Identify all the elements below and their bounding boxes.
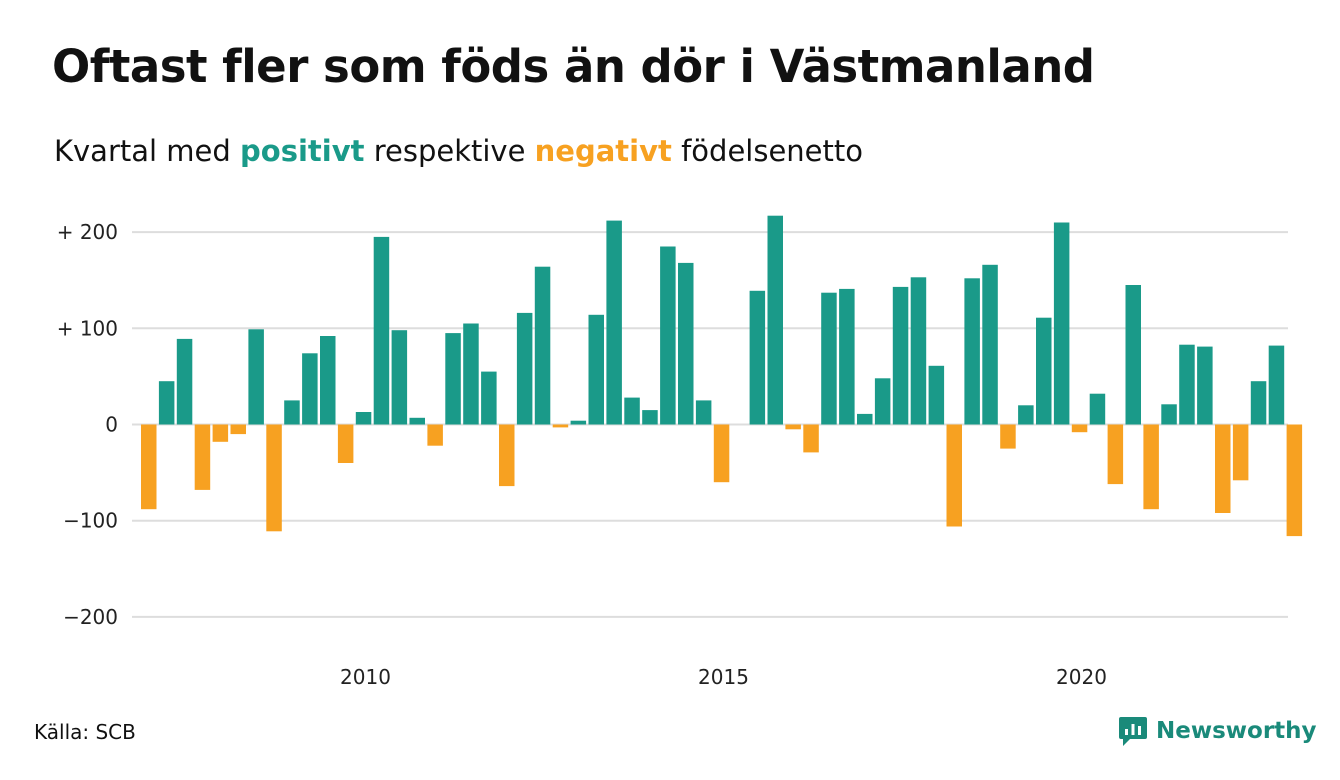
bar-positive [982,264,998,425]
bar-positive [642,410,658,425]
bar-positive [320,336,336,425]
bar-negative [552,424,569,428]
bar-positive [516,312,533,425]
bar-positive [857,413,873,425]
subtitle-positive-label: positivt [240,134,365,168]
bar-positive [1268,345,1285,425]
bar-negative [713,424,730,483]
y-tick-label: 0 [105,413,118,437]
bar-positive [695,400,712,425]
bar-negative [266,424,282,532]
bar-positive [1018,405,1034,425]
bar-positive [158,381,175,425]
bar-positive [821,292,837,425]
y-tick-label: + 200 [57,220,118,244]
bar-positive [176,338,193,425]
bar-positive [606,220,622,425]
bar-positive [481,371,497,425]
bar-negative [1071,424,1088,433]
bars [141,215,1303,537]
bar-negative [212,424,229,442]
bar-negative [1107,424,1124,485]
chart-subtitle: Kvartal med positivt respektive negativt… [54,134,863,168]
bar-negative [499,424,515,487]
bar-positive [588,314,604,425]
newsworthy-logo-icon [1119,717,1147,746]
chart-title: Oftast fler som föds än dör i Västmanlan… [52,40,1095,93]
bar-positive [1036,317,1052,425]
bar-positive [964,278,980,425]
x-tick-label: 2015 [698,665,749,689]
bar-positive [874,378,891,425]
source-note: Källa: SCB [34,720,136,744]
bar-positive [463,323,479,425]
bar-positive [1197,346,1213,425]
bar-positive [839,288,855,425]
bar-positive [624,397,640,425]
bar-positive [284,400,300,425]
bar-negative [1215,424,1231,513]
bar-negative [427,424,443,446]
x-axis-labels: 2010 2015 2020 [340,665,1107,689]
brand-logo: Newsworthy [1118,714,1317,748]
bar-negative [803,424,819,453]
bar-positive [928,365,945,425]
y-axis-labels: + 200 + 100 0 −100 −200 [57,220,118,629]
bar-negative [946,424,962,527]
subtitle-negative-label: negativt [534,134,672,168]
bar-positive [910,277,927,425]
y-tick-label: + 100 [57,316,118,340]
bar-negative [1000,424,1016,449]
bar-positive [1179,344,1195,425]
bar-negative [337,424,354,463]
x-tick-label: 2020 [1056,665,1107,689]
bar-positive [660,246,676,425]
x-tick-label: 2010 [340,665,391,689]
bar-positive [1089,393,1106,425]
bar-negative [230,424,246,435]
bar-negative [1143,424,1159,510]
bar-positive [678,262,694,425]
brand-name: Newsworthy [1156,718,1317,744]
bar-positive [1053,222,1070,425]
bar-positive [445,333,461,425]
bar-negative [141,424,157,510]
bar-negative [1232,424,1249,481]
bar-positive [391,330,408,425]
bar-positive [1161,404,1177,425]
bar-negative [785,424,801,430]
bar-positive [1250,381,1267,425]
y-tick-label: −100 [63,509,118,533]
bar-positive [534,266,551,425]
bar-negative [194,424,211,490]
bar-positive [570,420,587,425]
bar-positive [373,236,390,425]
bar-positive [302,353,318,425]
y-tick-label: −200 [63,605,118,629]
bar-positive [767,215,783,425]
bar-positive [248,329,264,425]
bar-positive [1125,285,1141,425]
bar-positive [355,412,372,425]
subtitle-suffix: födelsenetto [681,134,863,168]
bar-chart: + 200 + 100 0 −100 −200 2010 2015 2020 [57,215,1303,689]
bar-positive [409,417,425,425]
subtitle-middle: respektive [373,134,526,168]
bar-negative [1286,424,1303,537]
bar-positive [749,290,766,425]
subtitle-prefix: Kvartal med [54,134,231,168]
bar-positive [892,286,909,425]
